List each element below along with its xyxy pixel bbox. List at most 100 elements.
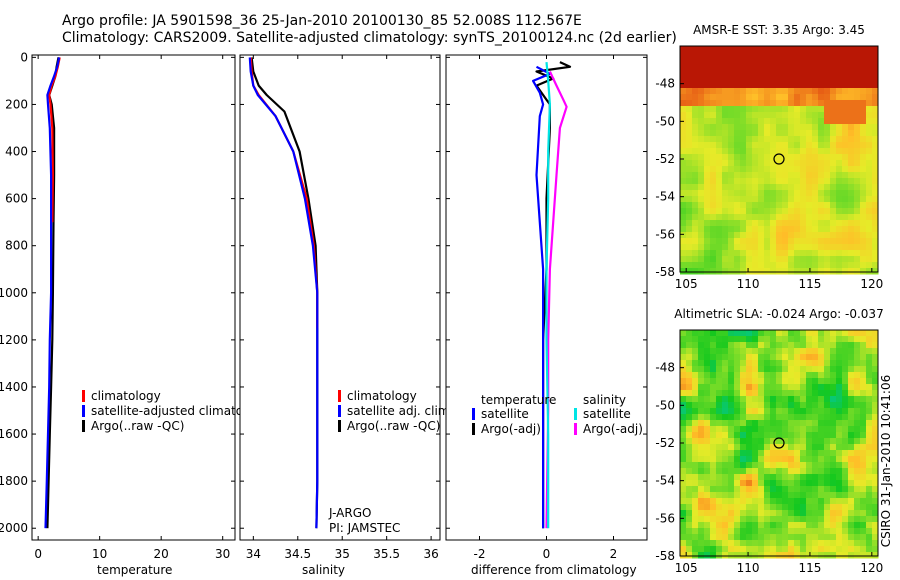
heatmap-cell xyxy=(758,196,765,203)
heatmap-cell xyxy=(860,232,867,239)
heatmap-cell xyxy=(788,154,795,161)
heatmap-cell xyxy=(794,486,801,493)
heatmap-cell xyxy=(782,154,789,161)
heatmap-cell xyxy=(812,456,819,463)
heatmap-cell xyxy=(806,408,813,415)
heatmap-cell xyxy=(746,160,753,167)
heatmap-cell xyxy=(836,232,843,239)
heatmap-cell xyxy=(740,366,747,373)
heatmap-cell xyxy=(710,232,717,239)
heatmap-cell xyxy=(698,76,705,83)
heatmap-cell xyxy=(830,372,837,379)
heatmap-cell xyxy=(830,184,837,191)
heatmap-cell xyxy=(794,94,801,101)
heatmap-cell xyxy=(842,196,849,203)
heatmap-cell xyxy=(788,76,795,83)
heatmap-cell xyxy=(830,420,837,427)
heatmap-cell xyxy=(782,534,789,541)
heatmap-cell xyxy=(680,504,687,511)
heatmap-cell xyxy=(866,480,873,487)
heatmap-cell xyxy=(698,486,705,493)
heatmap-cell xyxy=(854,250,861,257)
heatmap-cell xyxy=(704,474,711,481)
heatmap-cell xyxy=(794,46,801,53)
heatmap-cell xyxy=(824,420,831,427)
heatmap-cell xyxy=(680,160,687,167)
heatmap-cell xyxy=(770,450,777,457)
heatmap-cell xyxy=(872,226,879,233)
heatmap-cell xyxy=(746,256,753,263)
heatmap-cell xyxy=(836,118,843,125)
heatmap-cell xyxy=(758,268,765,275)
sst-map-heatmap-cells xyxy=(680,46,879,275)
heatmap-cell xyxy=(800,426,807,433)
heatmap-cell xyxy=(806,262,813,269)
heatmap-cell xyxy=(788,262,795,269)
heatmap-cell xyxy=(812,516,819,523)
heatmap-cell xyxy=(734,420,741,427)
heatmap-cell xyxy=(830,528,837,535)
heatmap-cell xyxy=(698,420,705,427)
heatmap-cell xyxy=(680,112,687,119)
heatmap-cell xyxy=(728,100,735,107)
heatmap-cell xyxy=(746,366,753,373)
heatmap-cell xyxy=(854,100,861,107)
heatmap-cell xyxy=(812,220,819,227)
heatmap-cell xyxy=(824,64,831,71)
heatmap-cell xyxy=(860,88,867,95)
heatmap-cell xyxy=(704,408,711,415)
heatmap-cell xyxy=(782,444,789,451)
heatmap-cell xyxy=(704,196,711,203)
heatmap-cell xyxy=(800,432,807,439)
heatmap-cell xyxy=(836,52,843,59)
heatmap-cell xyxy=(854,82,861,89)
heatmap-cell xyxy=(782,366,789,373)
heatmap-cell xyxy=(698,348,705,355)
heatmap-cell xyxy=(716,516,723,523)
heatmap-cell xyxy=(758,208,765,215)
heatmap-cell xyxy=(854,70,861,77)
heatmap-cell xyxy=(764,94,771,101)
heatmap-cell xyxy=(728,552,735,559)
heatmap-cell xyxy=(800,190,807,197)
heatmap-cell xyxy=(746,492,753,499)
heatmap-cell xyxy=(830,510,837,517)
heatmap-cell xyxy=(728,408,735,415)
heatmap-cell xyxy=(692,546,699,553)
heatmap-cell xyxy=(812,268,819,275)
heatmap-cell xyxy=(692,268,699,275)
heatmap-cell xyxy=(860,226,867,233)
heatmap-cell xyxy=(728,220,735,227)
heatmap-cell xyxy=(692,474,699,481)
heatmap-cell xyxy=(734,480,741,487)
y-tick-label: -48 xyxy=(655,361,675,375)
heatmap-cell xyxy=(764,46,771,53)
x-tick-label: 34.5 xyxy=(284,547,311,561)
heatmap-cell xyxy=(764,426,771,433)
heatmap-cell xyxy=(686,166,693,173)
heatmap-cell xyxy=(752,534,759,541)
heatmap-cell xyxy=(740,432,747,439)
heatmap-cell xyxy=(704,244,711,251)
heatmap-cell xyxy=(716,202,723,209)
heatmap-cell xyxy=(842,250,849,257)
heatmap-cell xyxy=(860,202,867,209)
heatmap-cell xyxy=(710,408,717,415)
heatmap-cell xyxy=(728,330,735,337)
heatmap-cell xyxy=(806,106,813,113)
heatmap-cell xyxy=(800,444,807,451)
heatmap-cell xyxy=(686,450,693,457)
heatmap-cell xyxy=(830,124,837,131)
heatmap-cell xyxy=(776,354,783,361)
heatmap-cell xyxy=(710,528,717,535)
heatmap-cell xyxy=(758,456,765,463)
heatmap-cell xyxy=(752,232,759,239)
heatmap-cell xyxy=(812,88,819,95)
heatmap-cell xyxy=(716,486,723,493)
heatmap-cell xyxy=(734,492,741,499)
heatmap-cell xyxy=(818,118,825,125)
heatmap-cell xyxy=(812,76,819,83)
heatmap-cell xyxy=(764,52,771,59)
heatmap-cell xyxy=(752,178,759,185)
heatmap-cell xyxy=(746,534,753,541)
